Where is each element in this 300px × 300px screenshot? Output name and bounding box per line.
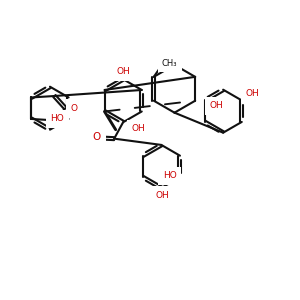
Text: HO: HO (163, 171, 176, 180)
Text: OH: OH (209, 101, 223, 110)
Text: OH: OH (245, 89, 259, 98)
Text: O: O (71, 104, 78, 113)
Text: OH: OH (156, 191, 170, 200)
Text: OH: OH (131, 124, 145, 133)
Text: CH₃: CH₃ (162, 59, 177, 68)
Text: O: O (92, 133, 100, 142)
Text: HO: HO (50, 114, 64, 123)
Text: OH: OH (116, 67, 130, 76)
